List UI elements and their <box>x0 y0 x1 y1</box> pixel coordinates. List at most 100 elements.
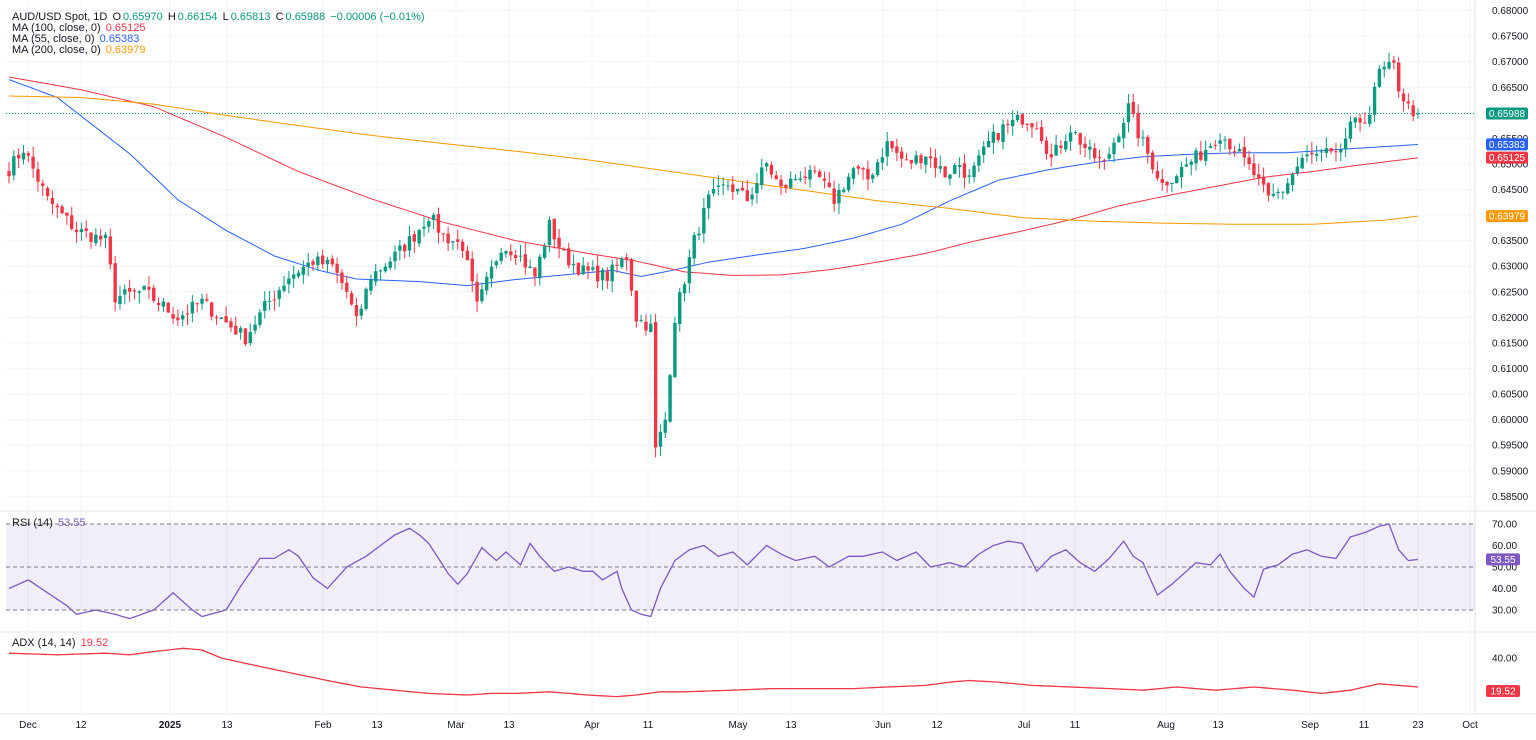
candle-body <box>509 251 513 256</box>
candle-body <box>692 235 696 259</box>
candle <box>822 171 827 189</box>
rsi-tick-label: 30.00 <box>1492 606 1517 617</box>
candle <box>798 171 803 183</box>
candle <box>234 316 238 335</box>
candle <box>1199 140 1203 162</box>
candle <box>962 154 967 189</box>
ma55-line <box>8 79 1419 287</box>
ma100-legend: MA (100, close, 0) 0.65125 <box>12 22 147 34</box>
candle-body <box>1165 181 1169 186</box>
candle <box>79 222 84 241</box>
candle <box>1276 188 1280 199</box>
candle-body <box>1039 127 1044 141</box>
candle-body <box>996 133 1000 141</box>
candle-body <box>451 241 455 243</box>
candle-body <box>538 256 542 279</box>
ma100-value: 0.65125 <box>105 22 146 34</box>
candle-body <box>735 188 740 192</box>
candle-body <box>721 184 725 186</box>
candle-body <box>1387 61 1391 69</box>
ma200-legend: MA (200, close, 0) 0.63979 <box>12 44 147 56</box>
candle <box>1343 127 1348 157</box>
candle <box>1078 132 1082 155</box>
candle-body <box>943 166 947 178</box>
candle <box>475 273 479 313</box>
candle-body <box>813 170 817 172</box>
rsi-tick-label: 70.00 <box>1492 520 1517 531</box>
candle <box>726 180 730 191</box>
candle <box>504 250 508 258</box>
candle-body <box>166 302 170 313</box>
candle <box>513 250 518 266</box>
candle-body <box>1416 113 1420 115</box>
candle-body <box>123 289 127 295</box>
candle-body <box>1368 115 1372 124</box>
candle-body <box>953 165 957 174</box>
candle <box>248 323 252 346</box>
candle-body <box>190 301 195 314</box>
candle <box>142 285 146 291</box>
price-tick-label: 0.61500 <box>1492 338 1529 349</box>
candle-body <box>354 305 359 317</box>
candle-body <box>740 187 745 191</box>
candle-body <box>1314 153 1319 156</box>
candle <box>330 255 334 268</box>
candle-body <box>205 299 209 301</box>
candle-body <box>779 179 783 187</box>
price-tick-label: 0.65000 <box>1492 159 1529 170</box>
candle-body <box>460 241 465 251</box>
price-axis[interactable]: 0.680000.675000.670000.665000.660000.655… <box>1486 6 1529 697</box>
candle-body <box>195 303 199 305</box>
candle <box>1030 122 1034 138</box>
candle-body <box>1064 141 1068 150</box>
candle-body <box>557 237 561 248</box>
candle-body <box>576 262 581 275</box>
price-tag: 0.65988 <box>1486 107 1528 120</box>
candle-body <box>79 229 84 233</box>
time-tick-label: Oct <box>1462 720 1478 731</box>
candle-body <box>605 271 610 281</box>
candle-body <box>716 185 721 187</box>
candle-body <box>441 233 445 235</box>
candle-body <box>885 141 889 157</box>
candle-body <box>1170 182 1174 185</box>
candle <box>393 245 397 270</box>
candle-body <box>928 156 933 159</box>
price-tick-label: 0.67500 <box>1492 32 1529 43</box>
candle <box>98 228 103 247</box>
time-tick-label: 13 <box>221 720 233 731</box>
candle-body <box>1261 176 1266 185</box>
candle <box>649 314 653 333</box>
candle-body <box>1203 149 1208 161</box>
candle-body <box>1232 151 1237 153</box>
candle-body <box>634 290 638 322</box>
price-tick-label: 0.66500 <box>1492 83 1529 94</box>
time-axis[interactable]: Dec 12 2025 13 Feb 13 Mar 13 Apr 11 May 13 Jun 12 Jul 1… <box>19 720 1478 731</box>
candle <box>1353 117 1357 128</box>
candle-body <box>673 322 677 377</box>
candle-body <box>1006 123 1010 125</box>
candle <box>673 317 677 379</box>
candle <box>731 176 735 200</box>
candle <box>301 260 306 284</box>
high-label: H <box>167 11 176 23</box>
candle-body <box>374 271 378 282</box>
candle-body <box>1160 178 1164 183</box>
candle <box>480 282 484 304</box>
candle-body <box>161 301 166 307</box>
candle <box>1097 149 1102 169</box>
candle-body <box>335 263 339 273</box>
candle-body <box>793 179 798 181</box>
candle-body <box>610 264 614 282</box>
candle-body <box>977 155 981 166</box>
candle <box>899 146 904 168</box>
candle <box>267 291 272 311</box>
candle-body <box>1044 140 1049 154</box>
candle <box>1363 112 1367 125</box>
candle <box>745 179 749 202</box>
candle-body <box>480 289 484 302</box>
candle <box>538 254 542 286</box>
candle <box>200 293 204 310</box>
candle-body <box>774 175 778 180</box>
